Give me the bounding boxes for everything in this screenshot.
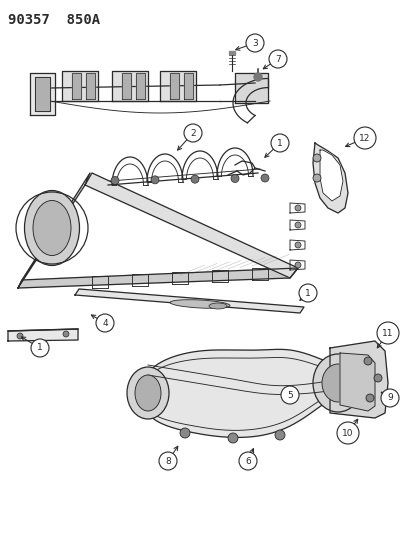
Circle shape bbox=[159, 452, 177, 470]
Polygon shape bbox=[18, 268, 297, 288]
Polygon shape bbox=[86, 73, 95, 99]
Polygon shape bbox=[136, 73, 145, 99]
Circle shape bbox=[365, 394, 373, 402]
Circle shape bbox=[353, 127, 375, 149]
Circle shape bbox=[180, 428, 190, 438]
Ellipse shape bbox=[312, 354, 362, 412]
Text: 2: 2 bbox=[190, 128, 195, 138]
Text: 90357  850A: 90357 850A bbox=[8, 13, 100, 27]
Circle shape bbox=[373, 374, 381, 382]
Circle shape bbox=[376, 322, 398, 344]
Circle shape bbox=[183, 124, 202, 142]
Ellipse shape bbox=[170, 300, 229, 308]
Ellipse shape bbox=[127, 367, 169, 419]
Polygon shape bbox=[122, 73, 131, 99]
Polygon shape bbox=[18, 173, 90, 288]
Text: 11: 11 bbox=[381, 328, 393, 337]
Ellipse shape bbox=[321, 364, 353, 402]
Circle shape bbox=[268, 50, 286, 68]
Circle shape bbox=[17, 333, 23, 339]
Text: 9: 9 bbox=[386, 393, 392, 402]
Circle shape bbox=[254, 73, 261, 81]
Circle shape bbox=[294, 222, 300, 228]
Circle shape bbox=[230, 174, 238, 182]
Text: 5: 5 bbox=[287, 391, 292, 400]
Polygon shape bbox=[35, 77, 50, 111]
Circle shape bbox=[111, 176, 119, 184]
Text: 8: 8 bbox=[165, 456, 171, 465]
Polygon shape bbox=[72, 73, 81, 99]
Circle shape bbox=[245, 34, 263, 52]
Circle shape bbox=[336, 422, 358, 444]
Polygon shape bbox=[159, 71, 195, 101]
Circle shape bbox=[151, 176, 159, 184]
Polygon shape bbox=[112, 71, 147, 101]
Ellipse shape bbox=[33, 200, 71, 255]
Polygon shape bbox=[183, 73, 192, 99]
Circle shape bbox=[238, 452, 256, 470]
Text: 12: 12 bbox=[358, 133, 370, 142]
Polygon shape bbox=[319, 150, 342, 201]
Text: 1: 1 bbox=[37, 343, 43, 352]
Polygon shape bbox=[85, 173, 297, 278]
Polygon shape bbox=[62, 71, 98, 101]
Polygon shape bbox=[312, 143, 347, 213]
Circle shape bbox=[312, 154, 320, 162]
Ellipse shape bbox=[135, 375, 161, 411]
Circle shape bbox=[294, 262, 300, 268]
Circle shape bbox=[312, 174, 320, 182]
Polygon shape bbox=[30, 73, 55, 115]
Ellipse shape bbox=[209, 303, 226, 309]
Text: 10: 10 bbox=[342, 429, 353, 438]
Circle shape bbox=[274, 430, 284, 440]
Text: 1: 1 bbox=[304, 288, 310, 297]
Circle shape bbox=[96, 314, 114, 332]
Circle shape bbox=[294, 205, 300, 211]
Circle shape bbox=[260, 174, 268, 182]
Circle shape bbox=[31, 339, 49, 357]
Circle shape bbox=[363, 357, 371, 365]
Polygon shape bbox=[147, 349, 337, 438]
Text: 4: 4 bbox=[102, 319, 107, 327]
Polygon shape bbox=[228, 51, 235, 54]
Ellipse shape bbox=[24, 190, 79, 265]
Polygon shape bbox=[170, 73, 178, 99]
Text: 6: 6 bbox=[244, 456, 250, 465]
Circle shape bbox=[294, 242, 300, 248]
Polygon shape bbox=[8, 329, 78, 341]
Circle shape bbox=[228, 433, 237, 443]
Text: 3: 3 bbox=[252, 38, 257, 47]
Circle shape bbox=[280, 386, 298, 404]
Polygon shape bbox=[75, 289, 303, 313]
Text: 1: 1 bbox=[276, 139, 282, 148]
Circle shape bbox=[190, 175, 199, 183]
Text: 7: 7 bbox=[275, 54, 280, 63]
Circle shape bbox=[271, 134, 288, 152]
Polygon shape bbox=[235, 73, 267, 103]
Polygon shape bbox=[329, 341, 387, 418]
Circle shape bbox=[63, 331, 69, 337]
Circle shape bbox=[298, 284, 316, 302]
Polygon shape bbox=[339, 353, 374, 411]
Circle shape bbox=[380, 389, 398, 407]
